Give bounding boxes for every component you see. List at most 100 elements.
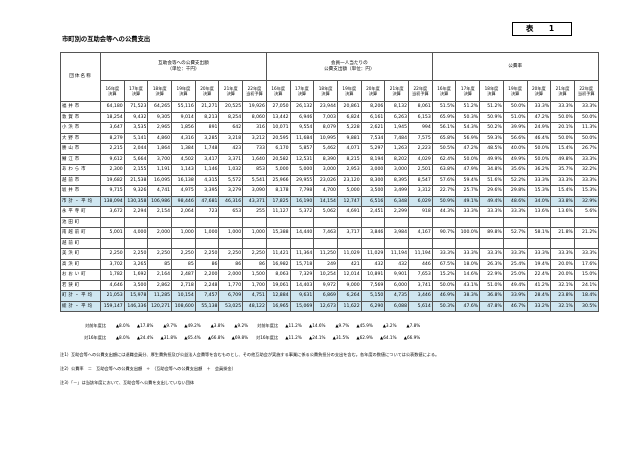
value-cell: 49.4% [479, 195, 504, 207]
value-cell: 2,294 [123, 206, 149, 218]
value-cell [313, 237, 338, 249]
value-cell: 33.3% [431, 248, 457, 260]
value-cell: 5,062 [313, 206, 338, 218]
value-cell: 15,069 [289, 300, 315, 312]
value-cell: 29.8% [502, 185, 528, 197]
value-cell: 26.7% [573, 143, 599, 155]
value-cell [123, 237, 149, 249]
comparison-value: ▲3.8% [210, 323, 225, 328]
value-cell: 34.8% [479, 164, 504, 176]
note-3: 注3）「－」は当該年度において、互助会等へ公費を支出していない団体 [60, 380, 195, 385]
value-cell: 64,265 [147, 101, 173, 113]
value-cell: 58.1% [526, 227, 552, 239]
value-cell: 14,440 [289, 227, 315, 239]
row-name-cell: おおい町 [60, 269, 101, 281]
value-cell: 12,014 [336, 269, 362, 281]
value-cell [455, 237, 481, 249]
value-cell: 9,432 [123, 111, 149, 123]
value-cell: 4,167 [408, 227, 433, 239]
comparison-line: 対前年度比 ▲8.0% ▲17.8% ▲9.7% ▲49.2% ▲3.8% ▲9.2% 対前年… [60, 323, 420, 329]
value-cell: 3,500 [123, 279, 149, 291]
row-name-cell: 池田町 [60, 216, 101, 228]
value-cell: 21,053 [100, 290, 125, 302]
year-header-cell: 20年度 決算 [194, 80, 220, 102]
value-cell: 65.8% [431, 132, 457, 144]
value-cell: 1,945 [384, 122, 409, 134]
value-cell: 2,064 [171, 206, 196, 218]
value-cell: 8,547 [408, 174, 433, 186]
value-cell: 15.0% [573, 269, 599, 281]
table-row: あわら市 2,300 2,155 1,191 1,143 1,146 1,032 853 5,0… [60, 164, 599, 176]
row-name-cell: 永平寺町 [60, 206, 101, 218]
value-cell: 3,672 [100, 206, 125, 218]
value-cell: 8,063 [265, 269, 291, 281]
value-cell: 52.2% [502, 174, 528, 186]
value-cell: 15.4% [550, 143, 575, 155]
value-cell: 4,000 [123, 227, 149, 239]
value-cell: 11.3% [573, 122, 599, 134]
value-cell: 316 [242, 122, 267, 134]
value-cell: 9,881 [336, 132, 362, 144]
row-name-cell: 越前町 [60, 237, 101, 249]
year-header-cell: 21年度 決算 [550, 80, 575, 102]
value-cell: 2,223 [408, 143, 433, 155]
value-cell: 2,451 [360, 206, 386, 218]
value-cell: 7,484 [384, 132, 409, 144]
value-cell: 5,541 [242, 174, 267, 186]
value-cell [431, 237, 457, 249]
value-cell: 4,071 [336, 143, 362, 155]
value-cell: 159,147 [100, 300, 125, 312]
value-cell: 5,141 [123, 132, 149, 144]
value-cell: 22.7% [431, 185, 457, 197]
value-cell [313, 216, 338, 228]
value-cell: 33.3% [455, 248, 481, 260]
table-body: 団体名称 互助会等への公費支出額 （単位：千円） 会員一人当たりの 公費支出額（… [60, 52, 599, 312]
year-header-cell: 17年度 決算 [455, 80, 481, 102]
value-cell: 49.8% [550, 153, 575, 165]
table-row: 総計・平均 159,147 146,336 120,271 108,600 55,138 5… [60, 300, 599, 312]
value-cell [289, 216, 315, 228]
value-cell: 2,215 [100, 143, 125, 155]
value-cell: 22.4% [526, 269, 552, 281]
value-cell: 43,371 [242, 195, 267, 207]
value-cell: 10,154 [171, 290, 196, 302]
value-cell: 14,154 [313, 195, 338, 207]
value-cell: 13,442 [265, 111, 291, 123]
value-cell: 32.1% [550, 300, 575, 312]
value-cell: 46.9% [431, 290, 457, 302]
value-cell: 3,312 [408, 185, 433, 197]
comparison-label: 対16年度比 [84, 335, 107, 340]
value-cell: 33.8% [550, 195, 575, 207]
value-cell: 3,702 [100, 258, 125, 270]
value-cell: 653 [218, 206, 244, 218]
value-cell: 65.9% [431, 111, 457, 123]
value-cell: 15.3% [526, 185, 552, 197]
value-cell: 50.5% [431, 143, 457, 155]
value-cell: 3,212 [242, 132, 267, 144]
value-cell: 11,250 [313, 248, 338, 260]
value-cell: 8,395 [384, 174, 409, 186]
value-cell: 2,250 [242, 248, 267, 260]
value-cell [479, 237, 504, 249]
value-cell: 51.2% [479, 101, 504, 113]
value-cell: 50.3% [431, 300, 457, 312]
value-cell: 50.0% [550, 132, 575, 144]
value-cell: 446 [408, 258, 433, 270]
value-cell [479, 216, 504, 228]
value-cell: 2,164 [147, 269, 173, 281]
column-header-name: 団体名称 [60, 52, 101, 102]
value-cell: 6,029 [408, 195, 433, 207]
value-cell: 33.3% [455, 206, 481, 218]
value-cell [265, 216, 291, 228]
value-cell [100, 216, 125, 228]
value-cell: 16,095 [147, 174, 173, 186]
group-header-expenditure: 互助会等への公費支出額 （単位：千円） [100, 52, 267, 81]
value-cell: 2,621 [360, 122, 386, 134]
value-cell: 5.6% [573, 206, 599, 218]
value-cell: 50.0% [526, 143, 552, 155]
value-cell: 13.6% [550, 206, 575, 218]
table-row: 小浜市 3,647 3,535 2,965 1,856 891 642 316 10,071 9,… [60, 122, 599, 134]
value-cell: 4,502 [171, 153, 196, 165]
value-cell: 3,446 [408, 290, 433, 302]
value-cell: 51.0% [502, 111, 528, 123]
